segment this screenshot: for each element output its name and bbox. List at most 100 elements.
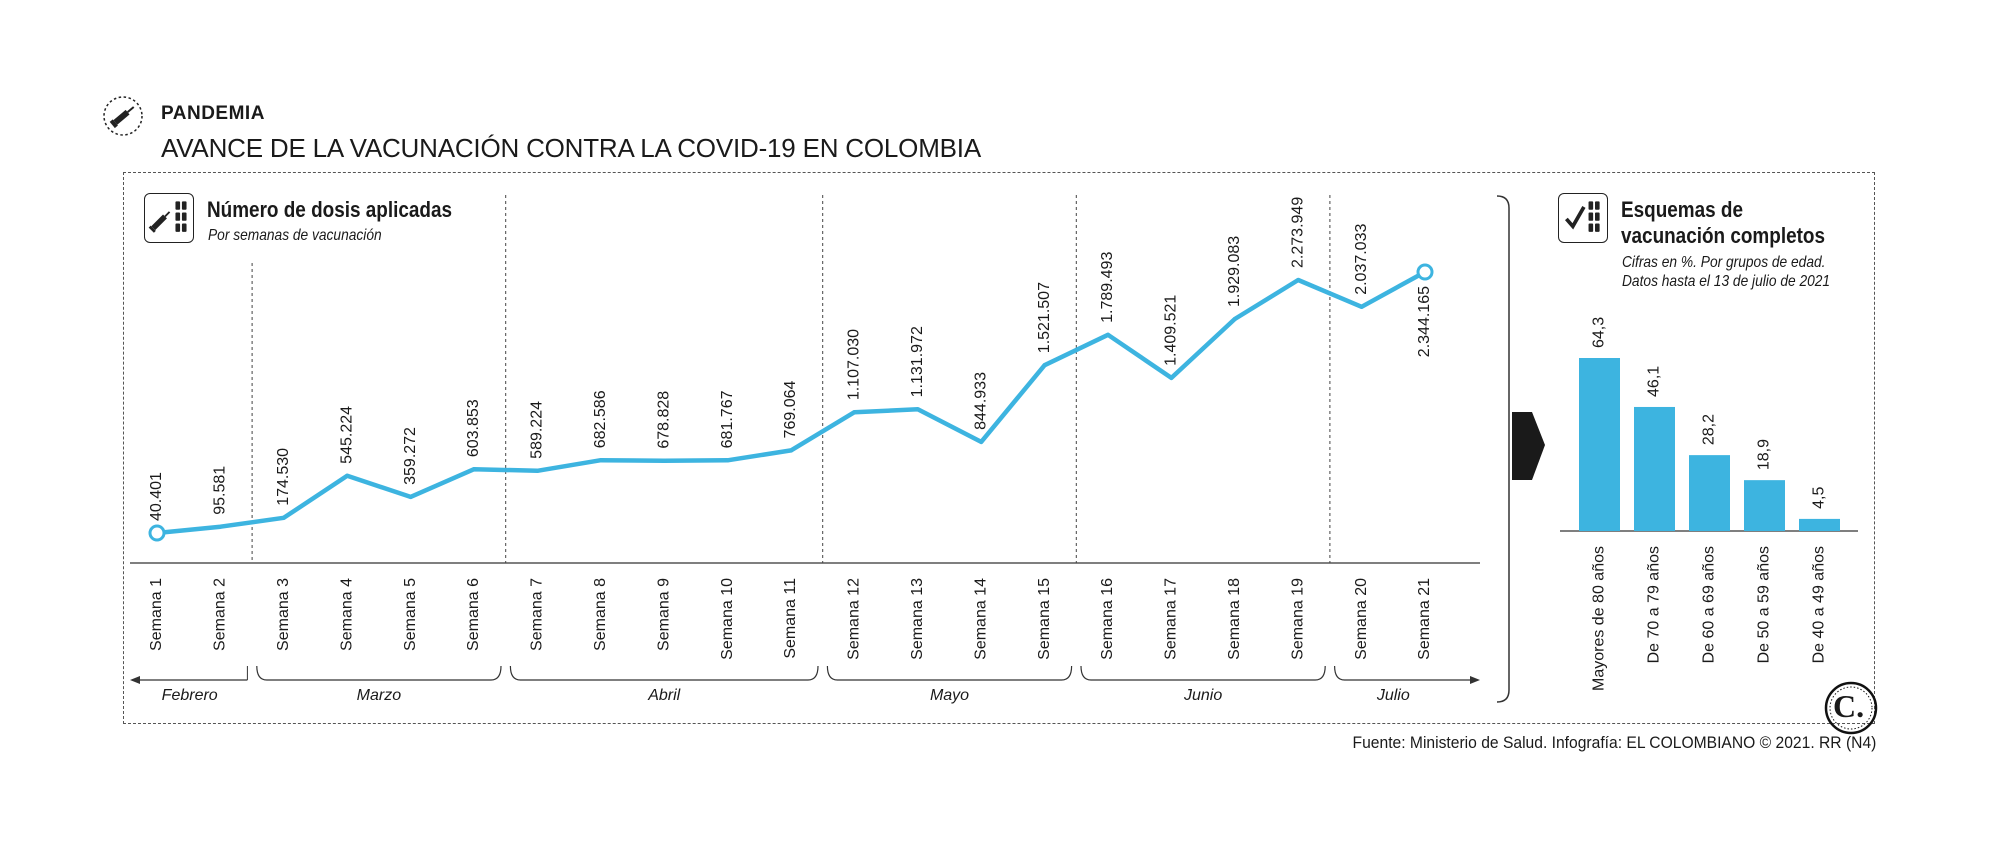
month-bracket-line [256,665,502,681]
bar [1634,406,1675,531]
value-label: 1.521.507 [1036,282,1053,353]
data-point [852,410,857,415]
infographic-frame [123,172,1875,724]
x-tick-label: Semana 13 [909,578,926,660]
bar-value-label: 28,2 [1701,414,1718,445]
x-tick-label: Semana 4 [338,578,355,651]
data-point [345,473,350,478]
value-label: 2.344.165 [1416,286,1433,357]
headline: AVANCE DE LA VACUNACIÓN CONTRA LA COVID-… [161,133,981,163]
month-bracket-line [826,665,1073,681]
value-label: 40.401 [148,472,165,521]
arrow-right-small-icon [1470,676,1480,684]
x-tick-label: Semana 12 [846,578,863,660]
x-tick-label: Semana 10 [719,578,736,660]
el-colombiano-logo [1824,681,1878,735]
bar-chart-title-line2: vacunación completos [1621,223,1825,248]
checkmark-vials-icon [1558,193,1608,243]
month-bracket-line [1334,665,1472,681]
data-point [915,407,920,412]
x-tick-label: Semana 21 [1416,578,1433,660]
source-credit: Fuente: Ministerio de Salud. Infografía:… [1352,733,1876,752]
data-point [725,458,730,463]
value-label: 545.224 [338,406,355,464]
x-tick-label: Semana 9 [655,578,672,651]
data-point [1169,375,1174,380]
data-point [1296,277,1301,282]
x-tick-label: Semana 20 [1353,578,1370,660]
month-bracket-line [1080,665,1326,681]
value-label: 682.586 [592,390,609,448]
x-tick-label: Semana 18 [1226,578,1243,660]
x-tick-label: Semana 19 [1289,578,1306,660]
value-label: 769.064 [782,381,799,439]
value-label: 678.828 [655,391,672,449]
bar-category-label: De 60 a 69 años [1701,546,1718,663]
data-point [472,467,476,472]
value-label: 95.581 [212,466,229,515]
data-point [789,448,793,453]
data-point [1359,304,1364,309]
month-label: Julio [1376,687,1410,704]
month-label: Junio [1183,687,1222,704]
data-point [1042,363,1047,368]
bar-category-label: Mayores de 80 años [1591,546,1608,691]
value-label: 359.272 [402,427,419,485]
bar-chart-subtitle-line1: Cifras en %. Por grupos de edad. [1622,254,1826,271]
value-label: 1.131.972 [909,326,926,397]
data-point [1232,317,1237,322]
bar-chart-title-line1: Esquemas de [1621,197,1743,222]
x-tick-label: Semana 11 [782,578,799,659]
value-label: 589.224 [529,401,546,459]
month-label: Febrero [162,687,218,704]
syringe-vials-icon [144,193,194,243]
month-label: Marzo [357,687,402,704]
data-point-endpoint [1416,263,1434,281]
value-label: 603.853 [465,399,482,457]
bar-value-label: 46,1 [1646,366,1663,397]
bar-category-label: De 40 a 49 años [1811,546,1828,663]
bar [1689,455,1730,531]
x-tick-label: Semana 5 [402,578,419,651]
bar-category-label: De 50 a 59 años [1756,546,1773,663]
x-tick-label: Semana 8 [592,578,609,651]
panel-connector [1496,195,1545,703]
x-tick-label: Semana 17 [1163,578,1180,660]
month-label: Mayo [930,687,969,704]
data-point [662,458,667,463]
arrow-left-icon [130,676,140,684]
bar-category-label: De 70 a 79 años [1646,546,1663,663]
bar-value-label: 18,9 [1756,439,1773,470]
value-label: 2.273.949 [1289,197,1306,268]
value-label: 174.530 [275,448,292,506]
pandemia-badge-icon [103,96,143,136]
data-point [979,439,984,444]
arrow-right-icon [1512,412,1545,480]
bar-chart-subtitle-line2: Datos hasta el 13 de julio de 2021 [1622,273,1831,290]
value-label: 844.933 [972,372,989,430]
bar [1579,358,1620,531]
data-point [1106,332,1110,337]
data-point-endpoint [148,524,166,542]
x-tick-label: Semana 7 [529,578,546,651]
x-tick-label: Semana 1 [148,578,165,651]
value-label: 1.789.493 [1099,252,1116,323]
kicker: PANDEMIA [161,103,265,124]
bar-value-label: 4,5 [1811,487,1828,509]
value-label: 1.107.030 [846,329,863,400]
logo-text: C. [1833,688,1865,724]
value-label: 1.929.083 [1226,236,1243,307]
value-label: 2.037.033 [1353,224,1370,295]
bar [1744,480,1785,531]
value-label: 681.767 [719,390,736,448]
data-point [281,515,286,520]
month-bracket-line [509,665,819,681]
x-tick-label: Semana 15 [1036,578,1053,660]
bar [1799,518,1840,531]
x-tick-label: Semana 3 [275,578,292,651]
value-label: 1.409.521 [1163,295,1180,366]
bar-value-label: 64,3 [1591,317,1608,348]
line-chart-subtitle: Por semanas de vacunación [208,227,382,244]
data-point [598,458,603,463]
